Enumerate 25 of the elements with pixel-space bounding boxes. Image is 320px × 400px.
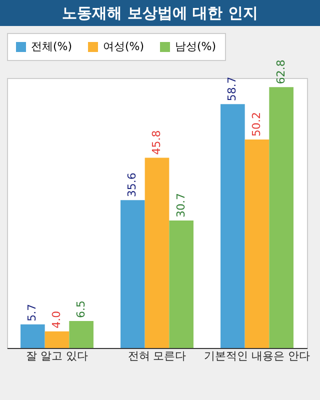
bar bbox=[244, 139, 270, 348]
data-label: 62.8 bbox=[274, 60, 288, 84]
bar bbox=[144, 158, 170, 348]
legend-label: 남성(%) bbox=[175, 40, 216, 53]
x-tick-label: 전혀 모른다 bbox=[128, 350, 186, 362]
bar bbox=[220, 104, 245, 348]
data-label: 6.5 bbox=[74, 300, 88, 318]
x-tick-label: 기본적인 내용은 안다 bbox=[204, 350, 310, 362]
data-label: 58.7 bbox=[226, 76, 239, 102]
bar bbox=[269, 87, 294, 348]
data-label: 45.8 bbox=[150, 130, 163, 155]
bar bbox=[20, 324, 45, 348]
bar bbox=[169, 220, 194, 348]
x-tick-label: 잘 알고 있다 bbox=[26, 350, 88, 362]
data-label: 35.6 bbox=[126, 172, 139, 198]
data-label: 5.7 bbox=[26, 304, 39, 322]
data-label: 30.7 bbox=[174, 192, 188, 218]
legend-label: 전체(%) bbox=[31, 40, 72, 53]
bar bbox=[69, 321, 94, 348]
legend-label: 여성(%) bbox=[103, 40, 144, 53]
data-label: 4.0 bbox=[50, 310, 63, 328]
bar bbox=[120, 200, 145, 348]
data-label: 50.2 bbox=[250, 112, 263, 136]
chart-title: 노동재해 보상법에 대한 인지 bbox=[0, 0, 320, 26]
bar bbox=[44, 331, 70, 348]
